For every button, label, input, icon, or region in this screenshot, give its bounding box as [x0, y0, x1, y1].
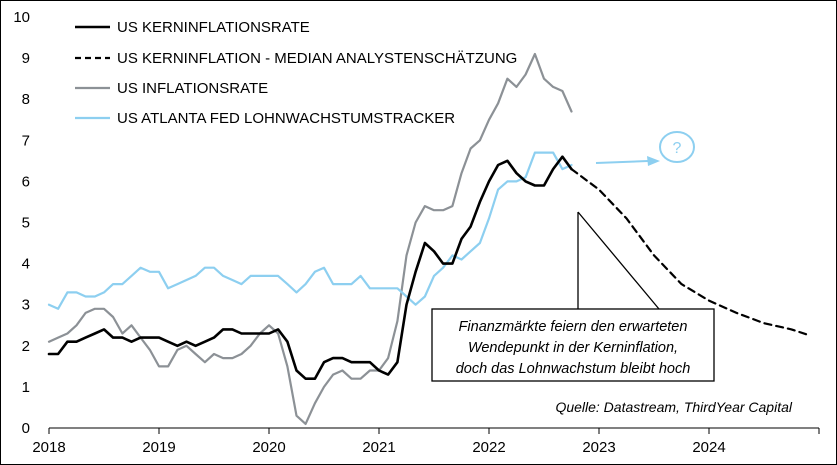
legend-label-median: US KERNINFLATION - MEDIAN ANALYSTENSCHÄT… [117, 50, 517, 67]
y-tick-label: 0 [22, 420, 30, 437]
callout-box [431, 308, 715, 382]
series-median-forecast [570, 168, 811, 337]
question-bubble [659, 131, 695, 163]
y-tick-label: 1 [22, 379, 30, 396]
y-tick-label: 7 [22, 132, 30, 149]
chart-legend: US KERNINFLATIONSRATE US KERNINFLATION -… [75, 19, 517, 127]
x-tick-label: 2023 [582, 439, 615, 456]
x-tick-label: 2021 [362, 439, 395, 456]
y-tick-label: 4 [22, 256, 30, 273]
legend-label-wage: US ATLANTA FED LOHNWACHSTUMSTRACKER [117, 110, 455, 127]
legend-label-core: US KERNINFLATIONSRATE [117, 19, 310, 36]
series-wage-tracker [47, 151, 573, 310]
question-arrow-head [647, 156, 660, 166]
y-tick-label: 9 [22, 50, 30, 67]
y-tick-label: 2 [22, 338, 30, 355]
x-tick-label: 2018 [32, 439, 65, 456]
callout-line-1: Finanzmärkte feiern den erwarteten [459, 319, 688, 335]
question-arrow-line [595, 160, 649, 164]
legend-label-inflation: US INFLATIONSRATE [117, 80, 268, 97]
series-headline-inflation [47, 52, 573, 425]
x-tick-label: 2024 [692, 439, 725, 456]
x-tick-label: 2019 [142, 439, 175, 456]
question-mark: ? [673, 140, 682, 157]
source-note: Quelle: Datastream, ThirdYear Capital [555, 399, 792, 415]
callout-line-2: Wendepunkt in der Kerninflation, [468, 340, 678, 356]
y-tick-label: 8 [22, 91, 30, 108]
annotations: ? Finanzmärkte feiern den erwarteten Wen… [431, 131, 793, 415]
callout-line-diagonal [577, 211, 660, 310]
callout-line-3: doch das Lohnwachstum bleibt hoch [456, 361, 691, 377]
x-tick-label: 2022 [472, 439, 505, 456]
y-tick-label: 6 [22, 173, 30, 190]
y-tick-label: 10 [13, 9, 30, 26]
y-tick-label: 3 [22, 297, 30, 314]
chart-axes: 2018 2019 2020 2021 2022 2023 2024 0 1 2 3 4 5 6 7 8 9 10 [13, 9, 820, 456]
series-layer [47, 52, 811, 425]
y-tick-label: 5 [22, 215, 30, 232]
series-core-inflation [47, 155, 573, 380]
x-tick-label: 2020 [252, 439, 285, 456]
